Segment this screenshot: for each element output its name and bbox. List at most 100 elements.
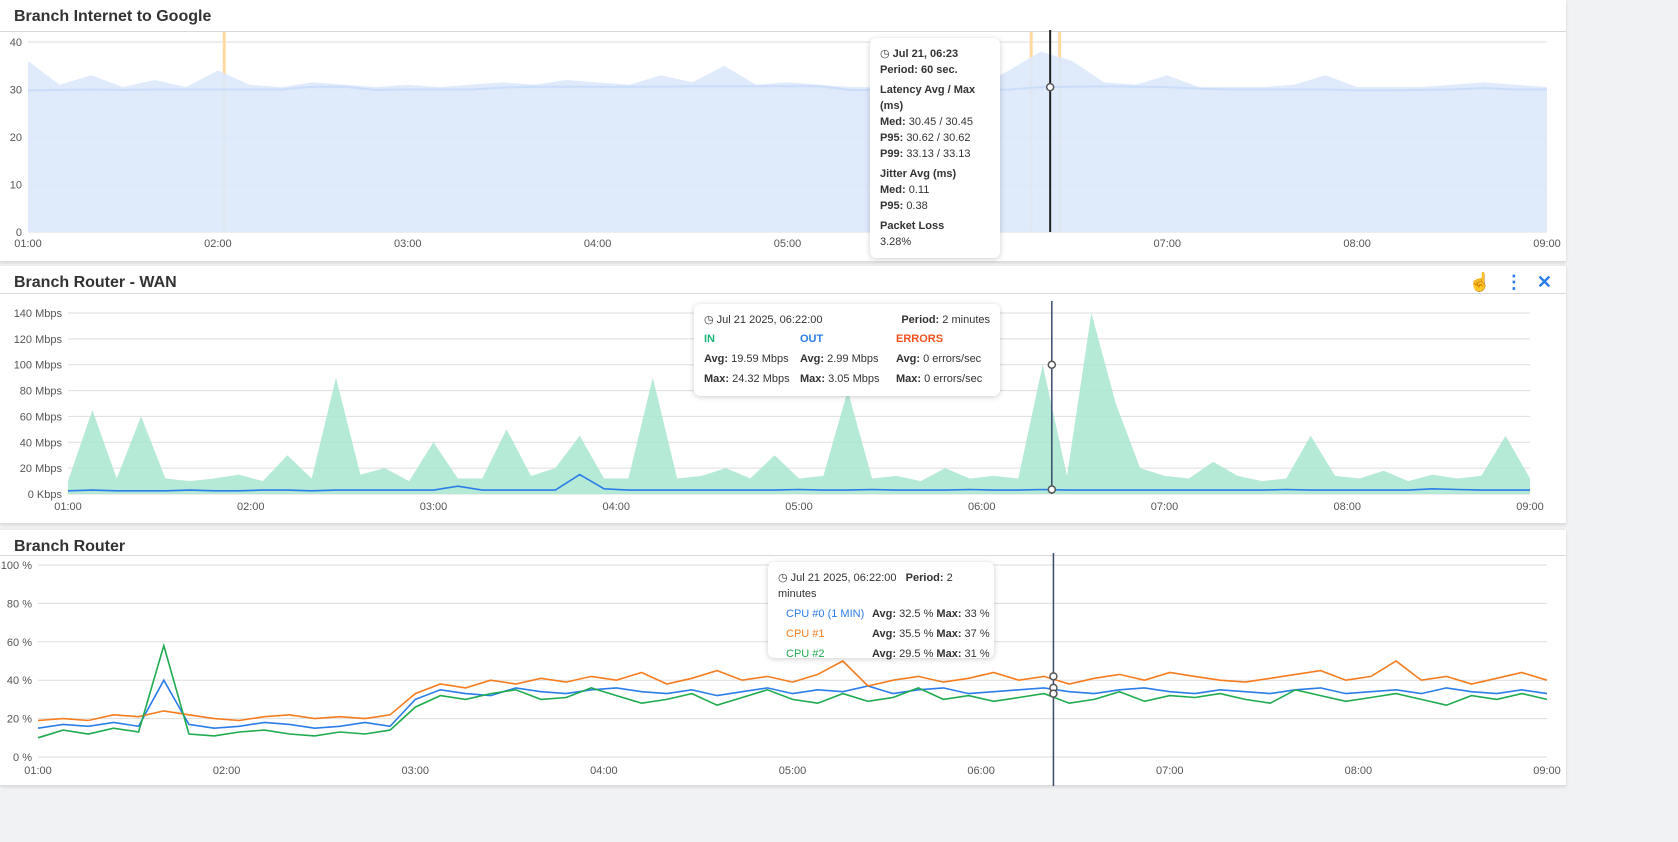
y-tick-label: 20 Mbps [20, 463, 63, 475]
avg-label: Avg: [872, 608, 897, 620]
x-tick-label: 05:00 [774, 238, 802, 250]
period-value: 2 minutes [942, 314, 990, 326]
cpu-chart[interactable]: 0 % 20 % 40 % 60 % 80 % 100 % 01:00 02:00 03:00 0… [0, 530, 1566, 786]
panel-router-wan: Branch Router - WAN ☝ ⋮ ✕ 0 Kbps 20 Mbps 4… [0, 266, 1566, 524]
x-tick-label: 01:00 [24, 765, 52, 777]
x-tick-label: 02:00 [237, 501, 265, 513]
panel-router-cpu: Branch Router 0 % 20 % 40 % 60 % 80 % 100 % 01… [0, 530, 1566, 786]
jitter-title: Jitter Avg (ms) [880, 168, 957, 180]
y-tick-label: 60 Mbps [20, 411, 63, 423]
period-value: 2 minutes [778, 572, 953, 600]
max-label: Max: [936, 648, 962, 660]
max-label: Max: [800, 373, 826, 385]
hover-point [1047, 485, 1057, 494]
in-avg: 19.59 Mbps [731, 353, 789, 365]
x-tick-label: 04:00 [602, 501, 630, 513]
series-line-cpu-0-1-min- [37, 678, 1548, 730]
stat-key: P95: [880, 132, 904, 144]
in-label: IN [704, 333, 715, 345]
period-value: 60 sec. [920, 64, 958, 76]
y-tick-label: 0 [16, 227, 22, 239]
hand-sparkle-icon[interactable]: ☝ [1468, 272, 1491, 292]
y-tick-label: 10 [10, 180, 22, 192]
x-tick-label: 02:00 [213, 765, 241, 777]
cpu0-max: 33 % [964, 608, 990, 620]
hover-point [1045, 82, 1055, 92]
latency-tooltip: ◷ Jul 21, 06:23 Period: 60 sec. Latency … [870, 38, 1000, 258]
hover-point [1049, 689, 1058, 698]
y-tick-label: 80 % [7, 598, 32, 610]
tooltip-time: Jul 21, 06:23 [892, 48, 959, 60]
period-label: Period: [901, 314, 940, 326]
stat-value: 0.38 [906, 200, 928, 212]
stat-key: P99: [880, 148, 904, 160]
y-tick-label: 80 Mbps [20, 386, 63, 398]
y-tick-label: 20 % [7, 714, 32, 726]
series-line-cpu-1 [37, 660, 1548, 722]
clock-icon: ◷ [880, 48, 890, 60]
y-tick-label: 40 [10, 37, 22, 49]
x-tick-label: 08:00 [1333, 501, 1361, 513]
avg-label: Avg: [872, 628, 897, 640]
max-label: Max: [936, 628, 962, 640]
x-tick-label: 05:00 [785, 501, 813, 513]
more-vertical-icon[interactable]: ⋮ [1504, 272, 1523, 292]
avg-label: Avg: [800, 353, 825, 365]
y-tick-label: 0 Kbps [28, 489, 63, 501]
y-tick-label: 0 % [13, 752, 32, 764]
y-tick-label: 60 % [7, 637, 32, 649]
x-tick-label: 07:00 [1156, 765, 1184, 777]
period-label: Period: [905, 572, 944, 584]
x-tick-label: 06:00 [968, 501, 996, 513]
panel-internet-google: Branch Internet to Google 0 10 20 30 40 01:00… [0, 0, 1566, 262]
y-tick-label: 100 Mbps [14, 360, 63, 372]
stat-key: Med: [880, 184, 906, 196]
x-tick-label: 03:00 [394, 238, 422, 250]
series-line-cpu-2 [37, 642, 1548, 739]
latency-chart[interactable]: 01020304001:0002:0003:0004:0005:0006:000… [0, 0, 1566, 262]
avg-label: Avg: [896, 353, 921, 365]
out-label: OUT [800, 333, 824, 345]
tooltip-time: Jul 21 2025, 06:22:00 [716, 314, 823, 326]
x-tick-label: 07:00 [1151, 501, 1179, 513]
cpu-tooltip: ◷ Jul 21 2025, 06:22:00 Period: 2 minute… [768, 562, 994, 660]
close-icon[interactable]: ✕ [1536, 272, 1552, 292]
max-label: Max: [936, 608, 962, 620]
clock-icon: ◷ [704, 314, 714, 326]
x-tick-label: 09:00 [1533, 765, 1561, 777]
latency-title: Latency Avg / Max (ms) [880, 84, 976, 112]
x-tick-label: 05:00 [779, 765, 807, 777]
stat-value: 30.62 / 30.62 [906, 132, 971, 144]
x-tick-label: 02:00 [204, 238, 232, 250]
stat-value: 0.11 [908, 184, 930, 196]
y-tick-label: 120 Mbps [14, 334, 63, 346]
avg-label: Avg: [704, 353, 729, 365]
stat-key: Med: [880, 116, 906, 128]
y-tick-label: 40 Mbps [20, 437, 63, 449]
y-tick-label: 30 [10, 85, 22, 97]
tooltip-time: Jul 21 2025, 06:22:00 [790, 572, 897, 584]
stat-key: P95: [880, 200, 904, 212]
errors-avg: 0 errors/sec [923, 353, 982, 365]
cpu1-avg: 35.5 % [899, 628, 934, 640]
cpu2-avg: 29.5 % [899, 648, 934, 660]
cpu1-label: CPU #1 [786, 628, 825, 640]
series-line-out [67, 473, 1530, 492]
y-tick-label: 40 % [7, 675, 32, 687]
y-tick-label: 100 % [1, 560, 32, 572]
x-tick-label: 09:00 [1516, 501, 1544, 513]
wan-chart[interactable]: 0 Kbps 20 Mbps 40 Mbps 60 Mbps 80 Mbps 100 Mb… [0, 266, 1566, 524]
x-tick-label: 04:00 [590, 765, 618, 777]
cpu0-label: CPU #0 (1 MIN) [786, 608, 865, 620]
hover-point [1049, 672, 1058, 681]
period-label: Period: [880, 64, 918, 76]
out-max: 3.05 Mbps [828, 373, 880, 385]
y-tick-label: 140 Mbps [14, 308, 63, 320]
x-tick-label: 09:00 [1533, 238, 1561, 250]
series-area-max [28, 51, 1547, 232]
in-max: 24.32 Mbps [732, 373, 790, 385]
x-tick-label: 07:00 [1153, 238, 1181, 250]
loss-title: Packet Loss [880, 220, 945, 232]
x-tick-label: 03:00 [401, 765, 429, 777]
cpu1-max: 37 % [964, 628, 990, 640]
